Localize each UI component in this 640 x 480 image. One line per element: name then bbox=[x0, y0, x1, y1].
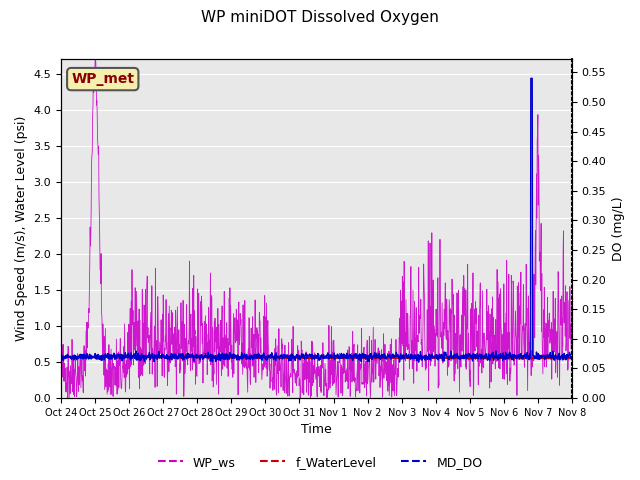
Text: WP_met: WP_met bbox=[71, 72, 134, 86]
Text: WP miniDOT Dissolved Oxygen: WP miniDOT Dissolved Oxygen bbox=[201, 10, 439, 24]
X-axis label: Time: Time bbox=[301, 423, 332, 436]
Y-axis label: DO (mg/L): DO (mg/L) bbox=[612, 196, 625, 261]
Legend: WP_ws, f_WaterLevel, MD_DO: WP_ws, f_WaterLevel, MD_DO bbox=[152, 451, 488, 474]
Y-axis label: Wind Speed (m/s), Water Level (psi): Wind Speed (m/s), Water Level (psi) bbox=[15, 116, 28, 341]
